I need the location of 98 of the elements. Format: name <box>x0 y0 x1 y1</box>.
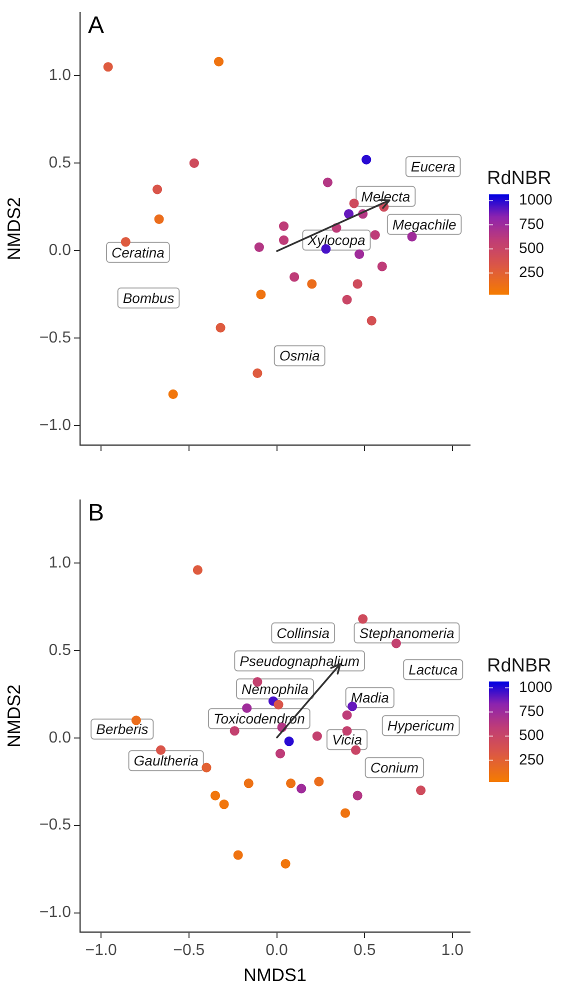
annotation: Berberis <box>96 721 148 738</box>
color-bar-label: 750 <box>519 216 544 233</box>
point <box>233 850 243 860</box>
color-bar-label: 500 <box>519 240 544 257</box>
annotation: Melecta <box>361 188 410 204</box>
point <box>280 858 290 869</box>
annotation: Nemophila <box>242 680 309 697</box>
annotation: Osmia <box>279 348 320 364</box>
point <box>342 710 352 720</box>
point <box>103 62 113 72</box>
point <box>349 198 359 208</box>
point <box>214 56 224 66</box>
y-tick-label: −1.0 <box>39 417 72 434</box>
chart-title: B <box>88 500 104 527</box>
point <box>274 700 284 710</box>
y-axis-title: NMDS2 <box>4 197 24 260</box>
point <box>284 736 294 746</box>
annotation: Eucera <box>410 158 456 175</box>
annotation: Lactuca <box>408 662 458 678</box>
point <box>296 784 306 794</box>
y-tick-label: 0.0 <box>48 242 72 260</box>
point <box>322 178 333 188</box>
annotation: Pseudognaphalium <box>240 652 360 669</box>
annotation: Conium <box>370 759 419 776</box>
point <box>344 209 354 219</box>
annotation: Stephanomeria <box>359 624 454 641</box>
point <box>120 237 130 247</box>
y-tick-label: 1.0 <box>48 67 72 84</box>
x-tick-label: 1.0 <box>441 942 464 960</box>
point <box>275 748 286 758</box>
y-tick-label: 0.5 <box>48 154 72 172</box>
point <box>314 776 324 786</box>
color-bar-label: 250 <box>519 751 544 768</box>
point <box>354 249 364 259</box>
annotation: Hypericum <box>387 718 455 734</box>
point <box>154 214 164 224</box>
color-bar-label: 250 <box>519 264 544 282</box>
annotation: Gaultheria <box>134 752 199 768</box>
point <box>254 242 264 252</box>
annotation: Xylocopa <box>306 232 366 248</box>
y-axis-title: NMDS2 <box>4 684 24 748</box>
annotation: Ceratina <box>112 244 165 260</box>
point <box>351 745 361 755</box>
x-axis-title: NMDS1 <box>243 965 307 986</box>
point <box>244 778 254 788</box>
x-tick-label: 0.5 <box>353 942 376 960</box>
y-tick-label: −1.0 <box>39 904 72 922</box>
point <box>230 726 240 736</box>
point <box>307 279 317 289</box>
point <box>362 154 372 164</box>
y-tick-label: −0.5 <box>39 330 72 347</box>
point <box>290 272 300 282</box>
color-bar-label: 750 <box>519 703 544 720</box>
color-bar-title: RdNBR <box>487 655 552 676</box>
chart-title: A <box>88 12 104 40</box>
point <box>252 368 262 378</box>
color-bar-title: RdNBR <box>487 168 552 190</box>
point <box>286 778 296 788</box>
point <box>348 702 358 712</box>
point <box>202 762 212 772</box>
x-tick-label: 0.0 <box>266 942 288 960</box>
point <box>256 290 266 300</box>
point <box>377 262 387 272</box>
annotation: Megachile <box>392 216 456 232</box>
point <box>216 322 226 333</box>
point <box>152 184 162 194</box>
y-tick-label: 0.0 <box>48 729 72 746</box>
point <box>168 389 178 400</box>
point <box>278 221 289 231</box>
y-tick-label: 0.5 <box>48 642 72 659</box>
color-bar-label: 1000 <box>519 678 552 696</box>
x-tick-label: −0.5 <box>173 942 205 960</box>
point <box>242 703 252 713</box>
point <box>340 808 350 818</box>
annotation: Bombus <box>122 290 174 306</box>
annotation: Collinsia <box>276 624 330 641</box>
point <box>219 800 229 810</box>
color-bar-label: 1000 <box>519 192 552 209</box>
x-tick-label: −1.0 <box>85 942 117 960</box>
point <box>407 232 417 242</box>
point <box>370 230 380 240</box>
point <box>278 235 289 245</box>
y-tick-label: −0.5 <box>39 816 72 834</box>
point <box>366 316 376 326</box>
point <box>352 790 362 800</box>
point <box>342 294 352 304</box>
annotation: Madia <box>350 690 390 706</box>
point <box>358 614 368 624</box>
point <box>416 786 426 796</box>
point <box>352 279 362 289</box>
point <box>210 790 220 800</box>
point <box>312 731 322 741</box>
point <box>156 745 166 755</box>
point <box>189 158 199 168</box>
y-tick-label: 1.0 <box>48 554 72 572</box>
point <box>192 565 203 575</box>
color-bar-label: 500 <box>519 727 544 744</box>
annotation: Vicia <box>332 732 362 748</box>
